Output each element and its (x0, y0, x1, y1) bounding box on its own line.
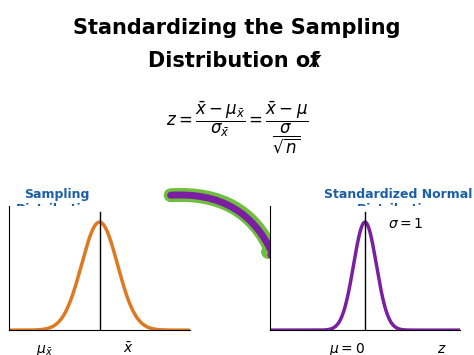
Text: Sampling
Distribution: Sampling Distribution (15, 188, 99, 216)
Text: Standardizing the Sampling: Standardizing the Sampling (73, 18, 401, 38)
Text: $\mu = 0$: $\mu = 0$ (329, 340, 365, 355)
Text: $\it{x}$: $\it{x}$ (308, 51, 323, 71)
Text: Distribution of: Distribution of (148, 51, 326, 71)
Text: $\bar{x}$: $\bar{x}$ (123, 341, 134, 355)
Text: $\mu_{\bar{x}}$: $\mu_{\bar{x}}$ (36, 343, 54, 355)
Text: $z = \dfrac{\bar{x} - \mu_{\bar{x}}}{\sigma_{\bar{x}}} = \dfrac{\bar{x} - \mu}{\: $z = \dfrac{\bar{x} - \mu_{\bar{x}}}{\si… (165, 99, 309, 156)
Text: $z$: $z$ (437, 342, 447, 355)
Text: Standardized Normal
Distribution: Standardized Normal Distribution (324, 188, 473, 216)
Text: $\sigma = 1$: $\sigma = 1$ (388, 217, 423, 231)
